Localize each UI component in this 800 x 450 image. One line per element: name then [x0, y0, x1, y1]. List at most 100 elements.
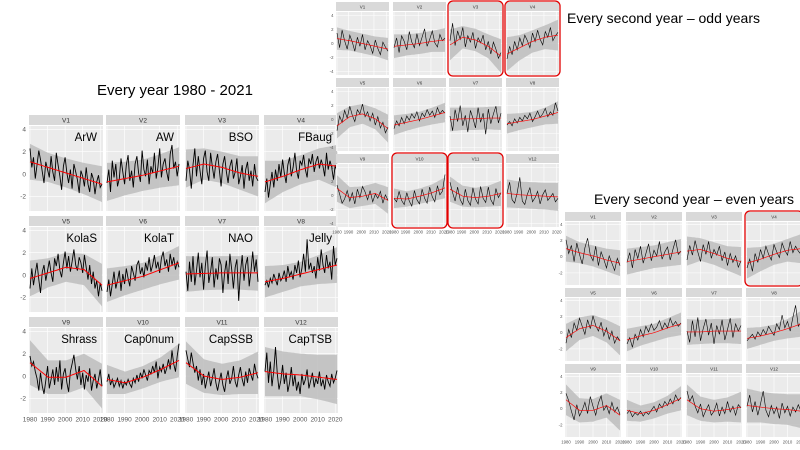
panel-strip	[393, 78, 446, 87]
confidence-band	[265, 347, 337, 405]
x-tick-label: 1990	[401, 229, 411, 234]
panel-strip	[106, 115, 180, 125]
y-tick-label: 2	[331, 179, 334, 184]
confidence-band	[337, 104, 388, 143]
panel-variable-label: ArW	[75, 132, 98, 144]
panel-strip-label: V11	[472, 157, 480, 162]
trend-line	[106, 359, 180, 384]
panel-strip	[185, 216, 259, 226]
even-group-title: Every second year – even years	[594, 191, 794, 207]
panel-V6: V6	[626, 288, 682, 361]
trend-line	[565, 248, 621, 264]
panel-strip-label: V9	[62, 320, 70, 327]
x-tick-label: 2000	[135, 417, 150, 424]
trend-line	[336, 38, 389, 50]
x-tick-label: 1990	[575, 439, 585, 444]
y-tick-label: 0	[560, 254, 563, 259]
x-tick-label: 2020	[93, 417, 108, 424]
trend-line	[686, 249, 742, 262]
y-tick-label: 4	[560, 222, 563, 227]
panel-strip-label: V4	[297, 118, 305, 125]
trend-line	[29, 266, 103, 286]
series-line	[506, 27, 559, 59]
series-line	[336, 30, 389, 56]
trend-line	[393, 187, 446, 200]
series-line	[106, 251, 180, 297]
x-tick-label: 2000	[469, 229, 479, 234]
panel-V7: V7	[449, 78, 502, 151]
series-line	[449, 182, 502, 207]
panel-variable-label: FBaug	[298, 132, 332, 144]
trend-line	[746, 405, 800, 412]
panel-variable-label: CapTSB	[289, 334, 333, 346]
trend-line	[264, 163, 338, 183]
trend-line	[449, 36, 502, 57]
panel-strip	[506, 154, 559, 163]
x-tick-label: 1980	[179, 417, 194, 424]
series-line	[565, 315, 621, 345]
confidence-band	[627, 312, 681, 352]
x-tick-label: 2020	[796, 439, 800, 444]
panel-V9: V9 4 2 0 -2 -4 1980 1990 2000 2010 2020	[330, 154, 392, 234]
trend-line	[746, 323, 800, 339]
x-tick-label: 1990	[196, 417, 211, 424]
panel-strip-label: V10	[137, 320, 149, 327]
confidence-band	[687, 236, 741, 277]
panel-variable-label: BSO	[229, 132, 253, 144]
series-line	[264, 346, 338, 395]
panel-strip	[393, 2, 446, 11]
confidence-band	[507, 179, 558, 211]
panel-strip-label: V2	[651, 215, 657, 220]
y-tick-label: 4	[22, 228, 26, 235]
series-line	[29, 249, 103, 297]
panel-V4: V4 FBaug	[264, 115, 338, 211]
panel-V6: V6 KolaT	[106, 216, 180, 312]
panel-strip-label: V11	[710, 367, 718, 372]
series-line	[336, 184, 389, 204]
confidence-band	[747, 311, 800, 349]
panel-strip-label: V1	[62, 118, 70, 125]
x-tick-label: 2020	[615, 439, 625, 444]
panel-V8: V8 Jelly	[264, 216, 338, 312]
odd-group-title: Every second year – odd years	[567, 10, 760, 26]
y-tick-label: 2	[22, 250, 26, 257]
trend-line	[185, 163, 259, 177]
highlight-box	[391, 152, 448, 229]
confidence-band	[450, 176, 501, 208]
panel-V8: V8	[506, 78, 559, 151]
x-tick-label: 2000	[293, 417, 308, 424]
series-line	[185, 250, 259, 301]
trend-line	[336, 113, 389, 129]
panel-strip-label: V10	[415, 157, 424, 162]
confidence-band	[687, 318, 741, 345]
series-line	[449, 23, 502, 60]
y-tick-label: -2	[20, 396, 26, 403]
x-tick-label: 1990	[636, 439, 646, 444]
panel-strip	[626, 288, 682, 297]
panel-strip	[626, 212, 682, 221]
x-tick-label: 2020	[249, 417, 264, 424]
panel-strip	[393, 154, 446, 163]
panel-strip	[264, 115, 338, 125]
confidence-band	[627, 386, 681, 422]
panel-V11: V11 1980 1990 2000 2010 2020	[445, 152, 505, 234]
series-line	[393, 28, 446, 53]
panel-strip-label: V5	[62, 219, 70, 226]
panel-strip-label: V6	[139, 219, 147, 226]
panel-strip	[506, 78, 559, 87]
y-tick-label: -2	[20, 194, 26, 201]
panel-strip-label: V8	[297, 219, 305, 226]
trend-line	[185, 362, 259, 380]
confidence-band	[107, 343, 179, 394]
y-tick-label: -4	[330, 69, 334, 74]
confidence-band	[566, 315, 620, 356]
x-tick-label: 1990	[344, 229, 354, 234]
x-tick-label: 2010	[602, 439, 612, 444]
x-tick-label: 1980	[100, 417, 115, 424]
panel-variable-label: KolaT	[144, 233, 174, 245]
panel-strip	[626, 364, 682, 373]
panel-strip-label: V5	[360, 81, 366, 86]
x-tick-label: 1990	[457, 229, 467, 234]
panel-strip	[449, 154, 502, 163]
